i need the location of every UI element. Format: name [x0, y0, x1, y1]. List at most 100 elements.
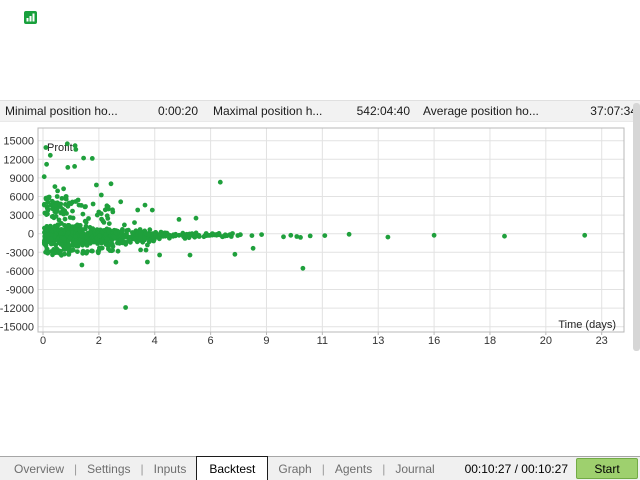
scatter-point: [232, 251, 238, 257]
scatter-point: [53, 214, 59, 219]
scatter-point: [44, 161, 49, 167]
x-tick-label: 4: [152, 335, 158, 347]
scatter-point: [61, 236, 67, 241]
tab-agents[interactable]: Agents: [334, 461, 373, 476]
scatter-point: [64, 211, 69, 216]
scatter-point: [66, 247, 72, 252]
profit-scatter-chart: 15000 12000 9000 6000 3000 0 -3000 -6000 -9000 -1…: [0, 127, 625, 347]
scatter-point: [90, 226, 96, 232]
scatter-point: [94, 212, 100, 218]
scatter-point: [50, 250, 55, 255]
scatter-point: [48, 236, 54, 242]
scatter-point: [90, 248, 95, 254]
tab-separator: |: [140, 461, 144, 476]
scatter-point: [298, 235, 303, 240]
tab-journal[interactable]: Journal: [395, 461, 435, 476]
y-tick-label: -3000: [6, 247, 34, 259]
x-tick-label: 13: [372, 335, 384, 347]
tab-inputs[interactable]: Inputs: [153, 461, 187, 476]
scatter-point: [100, 218, 106, 224]
scatter-point: [307, 233, 313, 239]
scatter-point: [44, 212, 49, 217]
scatter-point: [45, 206, 51, 212]
scatter-point: [118, 233, 124, 239]
scatter-point: [42, 241, 47, 247]
y-tick-label: -6000: [6, 266, 34, 278]
scatter-point: [385, 234, 391, 240]
scatter-point: [75, 249, 80, 254]
start-button[interactable]: Start: [576, 458, 638, 479]
scatter-point: [153, 231, 159, 236]
scatter-point: [62, 216, 68, 222]
x-tick-label: 23: [596, 335, 608, 347]
stat-label: Minimal position ho...: [5, 104, 118, 118]
scatter-point: [322, 233, 328, 238]
scatter-point: [98, 192, 104, 198]
scatter-point: [44, 232, 50, 238]
app-icon: [24, 11, 37, 24]
stat-maximal-position: Maximal position h... 542:04:40: [205, 101, 415, 121]
scatter-point: [288, 232, 294, 238]
scatter-point: [215, 231, 221, 237]
scatter-point: [157, 252, 163, 258]
y-tick-label: 9000: [10, 173, 34, 185]
scatter-point: [78, 237, 84, 243]
scatter-point: [64, 141, 70, 147]
scatter-point: [59, 252, 64, 258]
scatter-point: [58, 230, 64, 236]
scatter-point: [56, 217, 62, 223]
scatter-point: [104, 237, 110, 242]
scatter-point: [145, 259, 150, 265]
scatter-point: [108, 181, 114, 187]
scatter-point: [125, 238, 131, 244]
scatter-point: [160, 232, 166, 238]
scatter-point: [502, 233, 507, 239]
tab-settings[interactable]: Settings: [87, 461, 131, 476]
scatter-point: [65, 165, 71, 170]
scatter-point: [54, 246, 60, 252]
plot-border: [37, 127, 625, 333]
scatter-point: [60, 208, 65, 214]
position-holding-stats-bar: Minimal position ho... 0:00:20 Maximal p…: [0, 100, 640, 122]
scatter-point: [135, 207, 141, 213]
tab-separator: |: [321, 461, 325, 476]
scatter-point: [149, 207, 155, 213]
scatter-point: [193, 215, 199, 221]
scatter-point: [176, 217, 182, 222]
scatter-point: [138, 236, 143, 242]
scatter-point: [111, 234, 117, 240]
tab-graph[interactable]: Graph: [278, 461, 312, 476]
scatter-point: [83, 223, 89, 229]
scatter-point: [130, 230, 135, 235]
x-tick-label: 20: [540, 335, 552, 347]
scatter-point: [259, 232, 264, 237]
vertical-scrollbar[interactable]: [633, 103, 640, 351]
scatter-point: [181, 233, 186, 238]
scatter-point: [137, 227, 143, 232]
scatter-point: [45, 199, 51, 205]
scatter-point: [172, 232, 178, 238]
tab-overview[interactable]: Overview: [14, 461, 65, 476]
scatter-point: [294, 234, 300, 239]
scatter-point: [54, 194, 60, 199]
scatter-point: [123, 305, 128, 310]
scatter-point: [127, 235, 133, 240]
scatter-point: [193, 230, 199, 236]
scatter-point: [106, 221, 112, 226]
stat-value: 0:00:20: [157, 104, 198, 118]
scatter-point: [113, 230, 118, 236]
scatter-point: [109, 248, 115, 254]
tab-backtest[interactable]: Backtest: [196, 456, 269, 480]
scatter-point: [44, 227, 50, 232]
scatter-point: [230, 231, 235, 236]
scatter-point: [582, 232, 588, 238]
scatter-point: [58, 242, 64, 247]
scatter-point: [82, 218, 88, 224]
scatter-point: [70, 247, 76, 253]
scatter-point: [89, 156, 95, 161]
scatter-point: [124, 228, 130, 234]
x-axis-title: Time (days): [558, 319, 616, 331]
scatter-point: [217, 179, 223, 185]
scatter-point: [104, 213, 110, 219]
scatter-point: [72, 143, 78, 149]
